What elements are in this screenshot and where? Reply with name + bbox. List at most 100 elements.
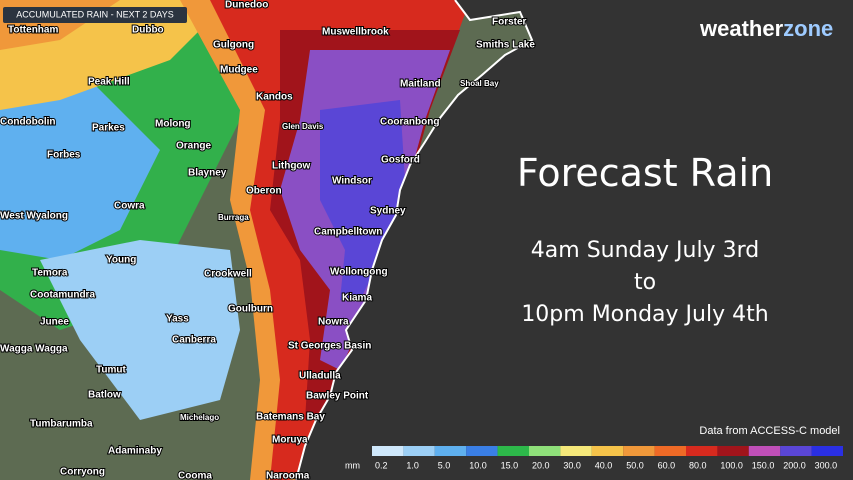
place-label: Narooma <box>266 471 310 480</box>
place-label: Cootamundra <box>30 290 95 301</box>
place-label: Corryong <box>60 467 105 478</box>
legend-label: 10.0 <box>469 460 487 470</box>
source: Data from ACCESS-C model <box>699 425 840 437</box>
place-label: Goulburn <box>228 304 273 315</box>
place-label: Sydney <box>370 206 406 217</box>
legend-swatch <box>497 446 529 456</box>
place-label: Gosford <box>381 155 420 166</box>
legend-label: 20.0 <box>532 460 550 470</box>
place-label: Junee <box>40 317 69 328</box>
place-label: Michelago <box>180 413 219 422</box>
legend-swatch <box>403 446 435 456</box>
place-label: Muswellbrook <box>322 27 389 38</box>
legend-label: 60.0 <box>658 460 676 470</box>
place-label: Forbes <box>47 150 81 161</box>
legend-label: 15.0 <box>501 460 519 470</box>
place-label: Parkes <box>92 123 125 134</box>
place-label: Forster <box>492 17 527 28</box>
place-label: Yass <box>166 314 189 325</box>
legend-swatch <box>466 446 498 456</box>
legend-swatch <box>560 446 592 456</box>
legend-label: 30.0 <box>563 460 581 470</box>
logo-left: weather <box>699 16 784 41</box>
period-start: 4am Sunday July 3rd <box>531 238 759 263</box>
legend-swatch <box>654 446 686 456</box>
place-label: Cooma <box>178 471 212 480</box>
place-label: Shoal Bay <box>460 79 499 88</box>
legend-unit: mm <box>345 460 360 470</box>
legend-swatch <box>686 446 718 456</box>
place-label: Lithgow <box>272 161 311 172</box>
title: Forecast Rain <box>517 151 773 195</box>
legend-label: 0.2 <box>375 460 388 470</box>
logo: weatherzone <box>699 16 833 41</box>
place-label: Tottenham <box>8 25 58 36</box>
legend-swatch <box>623 446 655 456</box>
legend-label: 50.0 <box>626 460 644 470</box>
legend-label: 40.0 <box>595 460 613 470</box>
place-label: Young <box>106 255 136 266</box>
place-label: Kiama <box>342 293 372 304</box>
place-label: Blayney <box>188 168 227 179</box>
place-label: Ulladulla <box>299 371 341 382</box>
place-label: Nowra <box>318 317 349 328</box>
legend-swatch <box>717 446 749 456</box>
legend-label: 150.0 <box>752 460 775 470</box>
place-label: Molong <box>155 119 191 130</box>
legend-label: 300.0 <box>815 460 838 470</box>
place-label: Moruya <box>272 435 308 446</box>
place-label: Batlow <box>88 390 121 401</box>
badge <box>3 7 187 23</box>
place-label: St Georges Basin <box>288 341 371 352</box>
place-label: Mudgee <box>220 65 258 76</box>
legend-label: 100.0 <box>720 460 743 470</box>
logo-right: zone <box>783 16 833 41</box>
place-label: Wollongong <box>330 267 388 278</box>
place-label: Glen Davis <box>282 122 324 131</box>
places: Dunedoo Tottenham Dubbo Gulgong Muswellbrook… <box>0 0 536 480</box>
place-label: Dunedoo <box>225 0 268 11</box>
legend-swatch <box>748 446 781 456</box>
place-label: Oberon <box>246 186 282 197</box>
place-label: Gulgong <box>213 40 254 51</box>
place-label: West Wyalong <box>0 211 68 222</box>
period-end: 10pm Monday July 4th <box>521 302 768 327</box>
place-label: Tumut <box>96 365 126 376</box>
legend-swatch <box>591 446 624 456</box>
place-label: Cooranbong <box>380 117 439 128</box>
badge-text: ACCUMULATED RAIN - NEXT 2 DAYS <box>16 9 174 19</box>
place-label: Tumbarumba <box>30 419 93 430</box>
place-label: Burraga <box>218 213 249 222</box>
place-label: Canberra <box>172 335 216 346</box>
legend-swatch <box>529 446 561 456</box>
place-label: Maitland <box>400 79 441 90</box>
place-label: Windsor <box>332 176 372 187</box>
place-label: Temora <box>32 268 68 279</box>
place-label: Condobolin <box>0 117 56 128</box>
period-join: to <box>634 270 656 295</box>
place-label: Peak Hill <box>88 77 130 88</box>
legend-swatch <box>372 446 404 456</box>
coastline <box>295 0 534 480</box>
legend-label: 5.0 <box>438 460 451 470</box>
place-label: Dubbo <box>132 25 164 36</box>
place-label: Campbelltown <box>314 227 382 238</box>
place-label: Kandos <box>256 92 293 103</box>
place-label: Cowra <box>114 201 145 212</box>
place-label: Bawley Point <box>306 391 369 402</box>
legend-label: 1.0 <box>406 460 419 470</box>
legend: 0.2 1.0 5.0 10.0 15.0 20.0 30.0 40.0 50.0 60.0 80.… <box>372 446 843 470</box>
place-label: Batemans Bay <box>256 412 325 423</box>
place-label: Wagga Wagga <box>0 344 68 355</box>
legend-label: 200.0 <box>783 460 806 470</box>
place-label: Crookwell <box>204 269 252 280</box>
place-label: Adaminaby <box>108 446 162 457</box>
legend-label: 80.0 <box>689 460 707 470</box>
place-label: Smiths Lake <box>476 40 535 51</box>
legend-swatch <box>780 446 812 456</box>
legend-swatch <box>434 446 467 456</box>
legend-swatch <box>811 446 843 456</box>
place-label: Orange <box>176 141 211 152</box>
